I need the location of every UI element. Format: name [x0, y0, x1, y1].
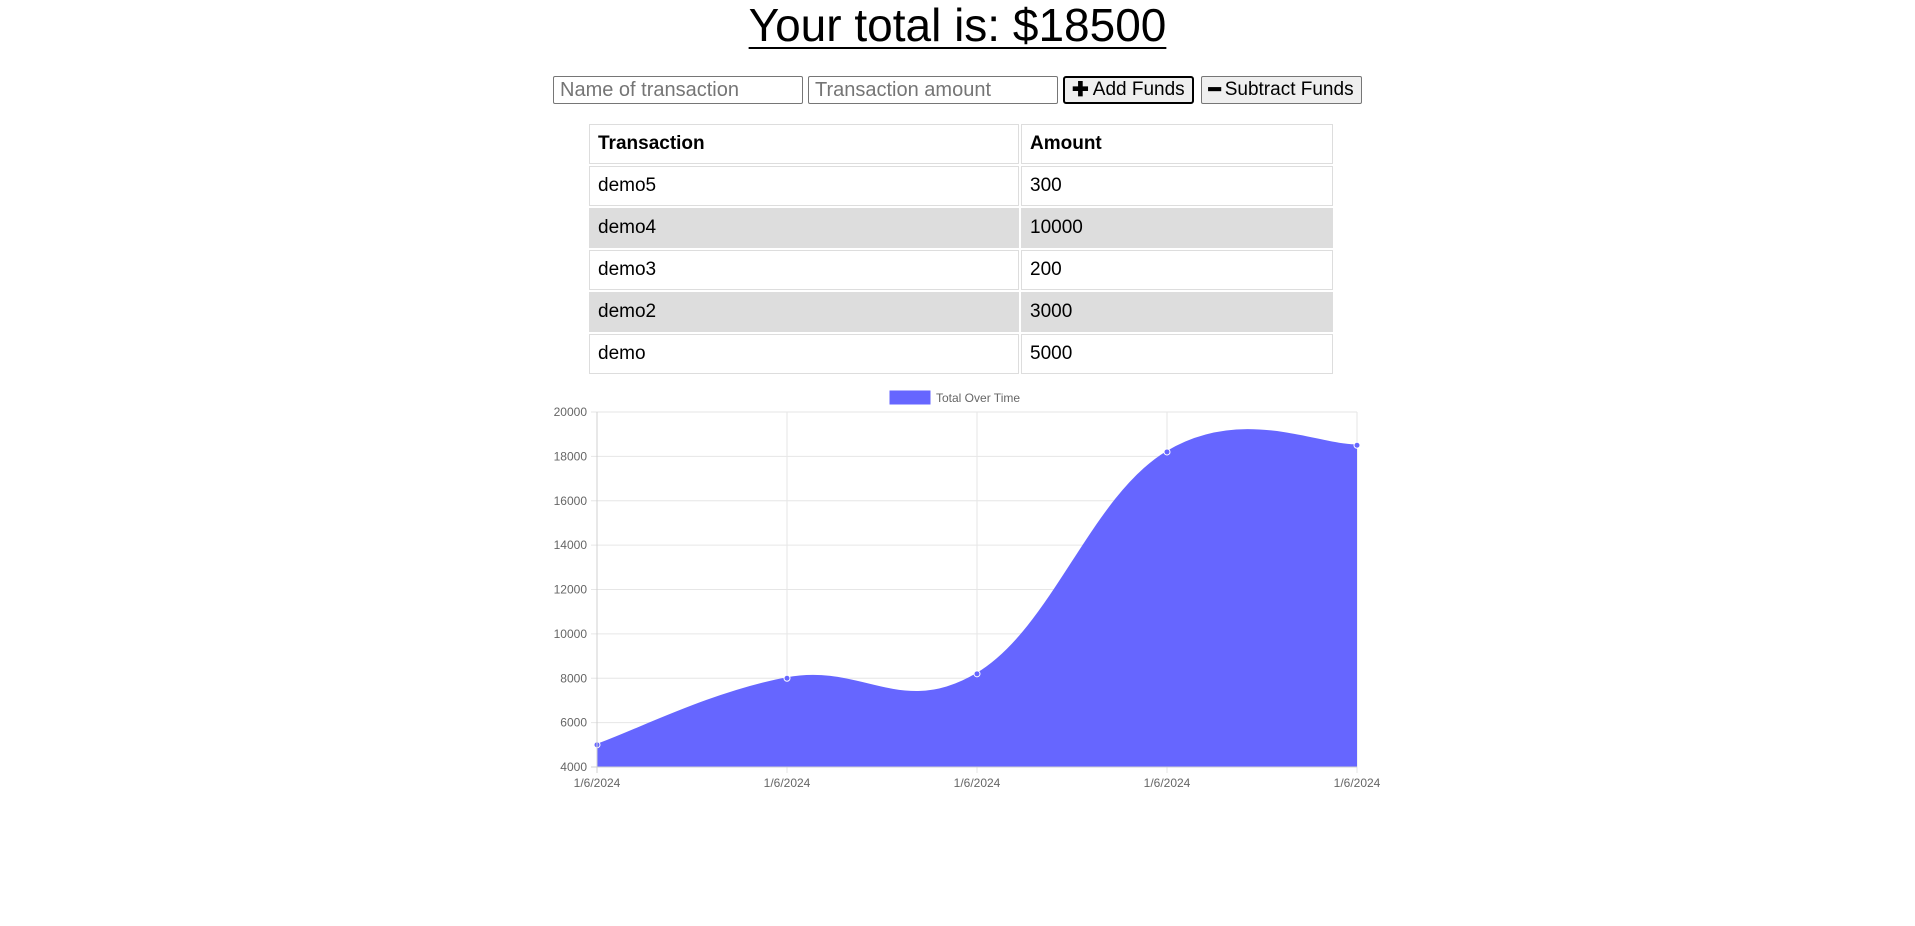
y-tick-label: 16000 [554, 494, 588, 508]
subtract-funds-button[interactable]: ━ Subtract Funds [1200, 76, 1362, 104]
chart-container: 4000 6000 8000 10000 12000 14000 16000 18000 200… [540, 380, 1380, 790]
subtract-funds-label: Subtract Funds [1224, 79, 1354, 100]
transaction-name-cell: demo2 [589, 292, 1019, 332]
add-funds-button[interactable]: ✚ Add Funds [1063, 76, 1194, 104]
y-tick-label: 20000 [554, 405, 588, 419]
series-area [597, 430, 1357, 767]
transaction-amount-cell: 5000 [1021, 334, 1333, 374]
data-point [783, 674, 791, 682]
legend-swatch [889, 390, 931, 405]
minus-icon: ━ [1208, 79, 1221, 101]
data-point [973, 670, 981, 678]
table-row: demo3 200 [589, 250, 1333, 290]
y-tick-label: 4000 [560, 760, 587, 774]
transactions-table: Transaction Amount demo5 300 demo4 10000… [587, 122, 1335, 376]
x-tick-label: 1/6/2024 [1334, 776, 1380, 790]
transaction-name-input[interactable] [553, 76, 803, 104]
table-row: demo2 3000 [589, 292, 1333, 332]
transaction-form: ✚ Add Funds ━ Subtract Funds [553, 76, 1369, 104]
y-tick-label: 10000 [554, 627, 588, 641]
plus-icon: ✚ [1072, 79, 1089, 101]
table-row: demo4 10000 [589, 208, 1333, 248]
transaction-name-cell: demo5 [589, 166, 1019, 206]
y-tick-label: 12000 [554, 583, 588, 597]
add-funds-label: Add Funds [1092, 79, 1185, 100]
header-amount: Amount [1021, 124, 1333, 164]
transaction-amount-cell: 3000 [1021, 292, 1333, 332]
transaction-name-cell: demo [589, 334, 1019, 374]
transaction-amount-cell: 200 [1021, 250, 1333, 290]
transaction-name-cell: demo3 [589, 250, 1019, 290]
y-tick-label: 14000 [554, 538, 588, 552]
x-tick-label: 1/6/2024 [764, 776, 811, 790]
x-tick-label: 1/6/2024 [1144, 776, 1191, 790]
transaction-name-cell: demo4 [589, 208, 1019, 248]
total-over-time-chart: 4000 6000 8000 10000 12000 14000 16000 18000 200… [554, 390, 1380, 790]
y-tick-label: 18000 [554, 449, 588, 463]
transaction-amount-input[interactable] [808, 76, 1058, 104]
table-header-row: Transaction Amount [589, 124, 1333, 164]
data-point [1163, 448, 1171, 456]
y-tick-label: 8000 [560, 671, 587, 685]
header-transaction: Transaction [589, 124, 1019, 164]
legend-label: Total Over Time [936, 391, 1020, 405]
y-tick-label: 6000 [560, 716, 587, 730]
total-heading: Your total is: $18500 [748, 0, 1167, 51]
x-tick-label: 1/6/2024 [574, 776, 621, 790]
x-tick-label: 1/6/2024 [954, 776, 1001, 790]
table-row: demo5 300 [589, 166, 1333, 206]
table-row: demo 5000 [589, 334, 1333, 374]
data-point [1353, 441, 1361, 449]
transaction-amount-cell: 300 [1021, 166, 1333, 206]
transaction-amount-cell: 10000 [1021, 208, 1333, 248]
